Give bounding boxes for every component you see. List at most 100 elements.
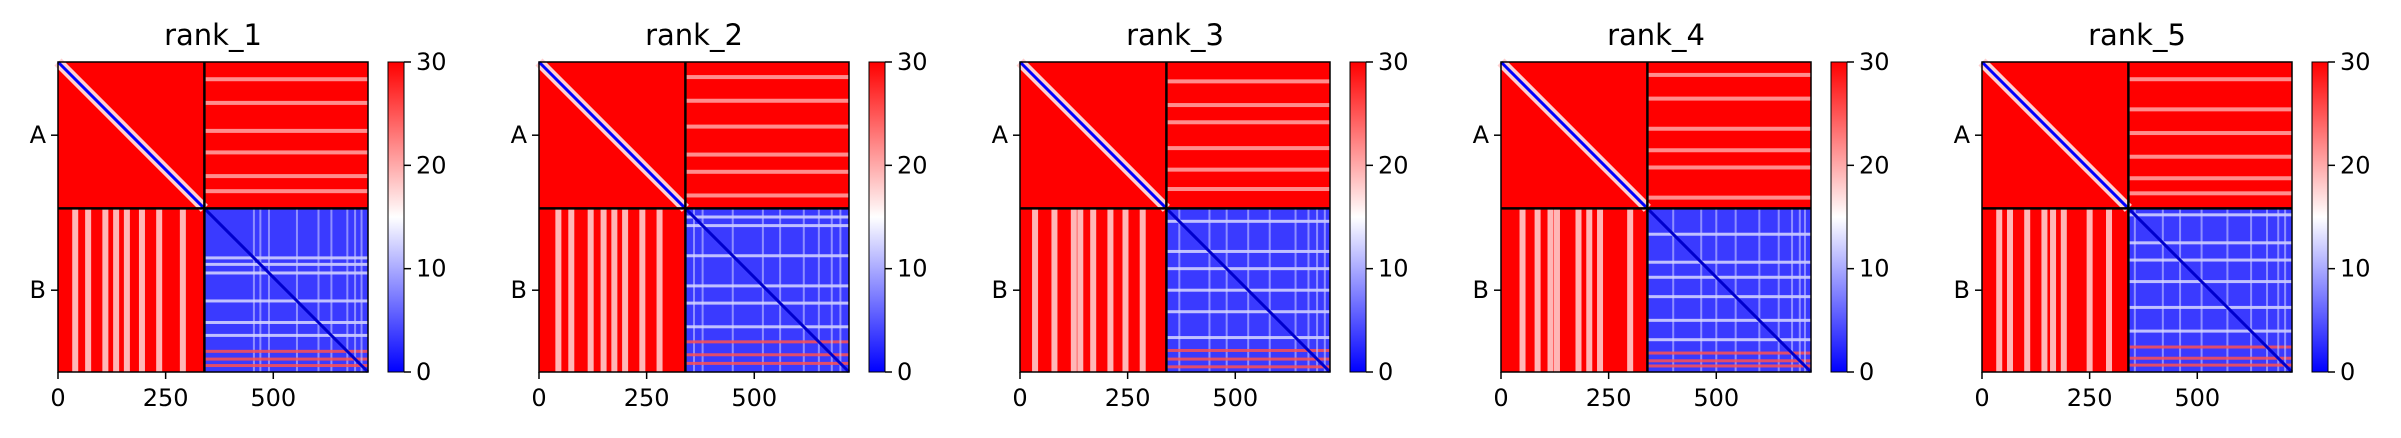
ab-row-stripe (1647, 72, 1811, 77)
bb-row-band (1166, 310, 1330, 314)
x-tick-label: 250 (1586, 384, 1632, 412)
bb-col-band (1791, 208, 1794, 372)
diagonal-a (56, 60, 206, 210)
bb-row-band (204, 364, 368, 368)
bb-col-band (2133, 208, 2136, 372)
bb-col-band (2284, 208, 2287, 372)
ab-row-stripe (2128, 191, 2292, 196)
bb-row-band (2128, 305, 2292, 309)
bb-row-band (1647, 359, 1811, 363)
bb-row-band (204, 256, 368, 260)
bb-col-band (330, 208, 333, 372)
ba-column-stripe (1139, 208, 1146, 372)
panel-title: rank_4 (1607, 18, 1705, 52)
y-block-label: B (30, 276, 46, 304)
ab-row-stripe (685, 152, 849, 157)
colorbar-tick-label: 20 (2340, 151, 2371, 179)
diagonal-a (1980, 60, 2130, 210)
ba-column-stripe (1547, 208, 1554, 372)
bb-row-band (685, 340, 849, 344)
heatmap-panel-5: rank_5 A B 0 250 500 0 10 20 30 (1954, 18, 2371, 412)
ba-column-stripe (611, 208, 618, 372)
bb-row-band (1647, 275, 1811, 279)
ba-column-stripe (2086, 208, 2093, 372)
bb-col-band (295, 208, 298, 372)
bb-col-band (693, 208, 695, 372)
ba-column-stripe (1534, 208, 1541, 372)
heatmap-panel-1: rank_1 A B 0 250 500 0 10 20 30 (30, 18, 447, 412)
bb-row-band (685, 284, 849, 288)
ba-column-stripe (2041, 208, 2048, 372)
bb-col-band (1268, 208, 1271, 372)
diagonal-a (1018, 60, 1168, 210)
colorbar-tick-label: 30 (897, 48, 928, 76)
bb-col-band (701, 208, 704, 372)
bb-row-band (1647, 351, 1811, 355)
ba-column-stripe (113, 208, 120, 372)
bb-col-band (1758, 208, 1761, 372)
ab-row-stripe (2128, 176, 2292, 181)
ab-row-stripe (685, 169, 849, 174)
x-tick-label: 0 (1493, 384, 1508, 412)
bb-col-band (267, 208, 270, 372)
bb-row-band (685, 325, 849, 329)
ab-row-stripe (685, 75, 849, 80)
colorbar-tick-label: 0 (2340, 358, 2355, 386)
bb-row-band (685, 254, 849, 258)
x-tick-label: 0 (1012, 384, 1027, 412)
bb-row-band (204, 349, 368, 353)
bb-col-band (2161, 208, 2164, 372)
ab-row-stripe (204, 150, 368, 155)
bb-row-band (685, 215, 849, 219)
axes-frame (57, 61, 369, 373)
ba-column-stripe (639, 208, 646, 372)
ab-row-stripe (2128, 77, 2292, 82)
bb-col-band (1777, 208, 1780, 372)
bb-col-band (1803, 208, 1806, 372)
ba-column-stripe (1519, 208, 1526, 372)
ba-column-stripe (1107, 208, 1114, 372)
diagonal-a (1499, 60, 1649, 210)
bb-row-band (1647, 318, 1811, 322)
bb-col-band (2277, 208, 2280, 372)
diagonal-b (203, 207, 370, 374)
heatmap-panel-4: rank_4 A B 0 250 500 0 10 20 30 (1473, 18, 1890, 412)
x-tick-label: 500 (1693, 384, 1739, 412)
bb-row-band (204, 262, 368, 266)
bb-row-band (1647, 364, 1811, 368)
bb-col-band (1307, 208, 1310, 372)
bb-row-band (204, 271, 368, 275)
bb-row-band (1647, 260, 1811, 264)
ab-row-stripe (204, 77, 368, 82)
bb-col-band (354, 208, 357, 372)
ba-column-stripe (568, 208, 575, 372)
ba-column-stripe (1077, 208, 1084, 372)
x-tick-label: 500 (1212, 384, 1258, 412)
colorbar-tick-label: 10 (416, 255, 447, 283)
ab-row-stripe (685, 98, 849, 103)
bb-col-band (1323, 208, 1326, 372)
colorbar-tick-label: 10 (897, 255, 928, 283)
ba-column-stripe (138, 208, 145, 372)
bb-col-band (259, 208, 262, 372)
panel-title: rank_3 (1126, 18, 1224, 52)
bb-col-band (817, 208, 820, 372)
ba-column-stripe (72, 208, 79, 372)
bb-row-band (1647, 232, 1811, 236)
panel-title: rank_1 (164, 18, 262, 52)
colorbar-tick-label: 0 (897, 358, 912, 386)
bb-col-band (2200, 208, 2203, 372)
y-block-label: B (511, 276, 527, 304)
bb-row-band (1166, 336, 1330, 340)
ba-column-stripe (179, 208, 186, 372)
ba-column-stripe (1996, 208, 2003, 372)
y-block-label: B (992, 276, 1008, 304)
colorbar-tick-label: 20 (416, 151, 447, 179)
ba-column-stripe (600, 208, 607, 372)
y-block-label: B (1473, 276, 1489, 304)
axes-frame (1019, 61, 1331, 373)
ba-column-stripe (156, 208, 163, 372)
ba-column-stripe (2060, 208, 2067, 372)
ba-column-stripe (2050, 208, 2057, 372)
bb-col-band (1294, 208, 1297, 372)
